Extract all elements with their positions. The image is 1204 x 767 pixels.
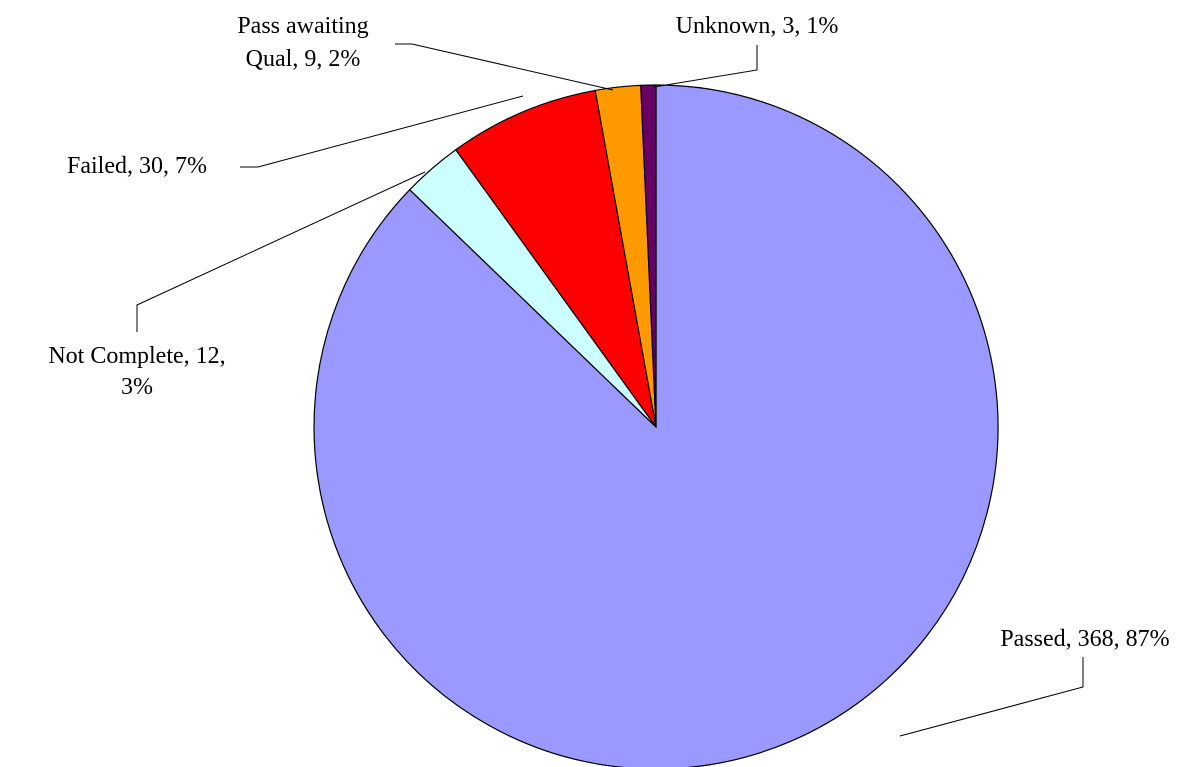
data-label-line: 3%: [121, 374, 153, 400]
data-label-line: Unknown, 3, 1%: [676, 13, 839, 39]
pie-slice: [454, 89, 657, 428]
pie-slice: [640, 84, 657, 428]
leader-line: [395, 43, 614, 91]
data-label: Passed, 368, 87%: [1000, 626, 1169, 652]
leader-line: [240, 95, 524, 168]
data-label: Failed, 30, 7%: [67, 153, 207, 179]
leader-line: [899, 657, 1084, 737]
data-label: Not Complete, 12, 3%: [48, 343, 225, 400]
data-label: Pass awaiting Qual, 9, 2%: [237, 13, 368, 72]
data-label-line: Failed, 30, 7%: [67, 153, 207, 179]
data-label-line: Pass awaiting: [237, 13, 368, 39]
leader-line: [653, 45, 758, 88]
data-label: Unknown, 3, 1%: [676, 13, 839, 39]
data-label-line: Not Complete, 12,: [48, 343, 225, 369]
data-label-line: Passed, 368, 87%: [1000, 626, 1169, 652]
leader-line: [136, 171, 426, 332]
data-label-line: Qual, 9, 2%: [246, 46, 361, 72]
